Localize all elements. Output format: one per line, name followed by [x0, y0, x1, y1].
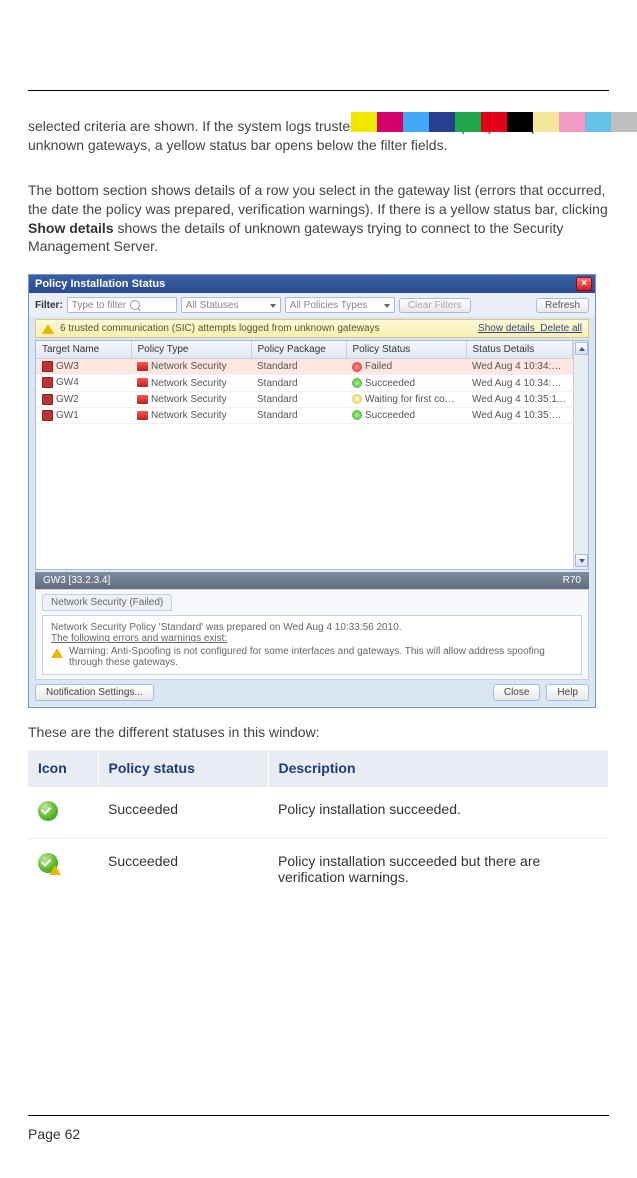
policytype-icon [137, 395, 148, 404]
footer-rule [28, 1115, 609, 1116]
color-swatch [377, 112, 403, 132]
gateway-icon [42, 377, 53, 388]
filter-bar: Filter: Type to filter All Statuses All … [29, 293, 595, 317]
page-number: Page 62 [28, 1126, 80, 1142]
show-details-link[interactable]: Show details [478, 323, 535, 334]
color-swatch [585, 112, 611, 132]
detail-warning-icon [51, 648, 63, 658]
table-row[interactable]: GW1Network SecurityStandardSucceededWed … [36, 407, 573, 423]
st-col-status: Policy status [98, 750, 268, 787]
color-swatch [507, 112, 533, 132]
succeeded-icon [38, 801, 58, 821]
status-icon [352, 394, 362, 404]
status-icon [352, 362, 362, 372]
succeeded-warn-icon [38, 853, 58, 873]
status-desc: Policy installation succeeded. [268, 787, 609, 839]
close-icon[interactable]: × [576, 277, 592, 291]
policytype-icon [137, 411, 148, 420]
sic-warning-bar: 6 trusted communication (SIC) attempts l… [35, 319, 589, 338]
filter-label: Filter: [35, 300, 63, 311]
clear-filters-button[interactable]: Clear Filters [399, 298, 471, 313]
sic-links: Show details Delete all [478, 323, 582, 334]
gateway-table: Target Name Policy Type Policy Package P… [35, 340, 589, 570]
status-table: Icon Policy status Description Succeeded… [28, 750, 609, 899]
st-col-icon: Icon [28, 750, 98, 787]
table-header-row: Target Name Policy Type Policy Package P… [36, 341, 573, 359]
delete-all-link[interactable]: Delete all [540, 323, 582, 334]
show-details-bold: Show details [28, 220, 114, 236]
detail-gw: GW3 [33.2.3.4] [43, 575, 110, 586]
detail-line1: Network Security Policy 'Standard' was p… [51, 622, 573, 633]
policytype-icon [137, 362, 148, 371]
color-swatch [533, 112, 559, 132]
status-table-body: SucceededPolicy installation succeeded.S… [28, 787, 609, 900]
dialog-titlebar: Policy Installation Status × [29, 275, 595, 293]
table-row[interactable]: GW3Network SecurityStandardFailedWed Aug… [36, 359, 573, 375]
color-swatch [403, 112, 429, 132]
detail-box: Network Security (Failed) Network Securi… [35, 589, 589, 680]
color-swatch [611, 112, 637, 132]
table-row[interactable]: GW2Network SecurityStandardWaiting for f… [36, 391, 573, 407]
detail-header: GW3 [33.2.3.4] R70 [35, 572, 589, 589]
scroll-down-icon[interactable] [575, 554, 588, 567]
color-swatch [559, 112, 585, 132]
filter-placeholder: Type to filter [72, 300, 126, 311]
gateway-icon [42, 361, 53, 372]
color-swatch [351, 112, 377, 132]
filter-input[interactable]: Type to filter [67, 297, 177, 313]
st-col-desc: Description [268, 750, 609, 787]
paragraph-2: The bottom section shows details of a ro… [28, 181, 609, 257]
search-icon [130, 300, 140, 310]
status-name: Succeeded [98, 839, 268, 900]
notification-settings-button[interactable]: Notification Settings... [35, 684, 154, 701]
top-rule [28, 90, 609, 91]
table-body: GW3Network SecurityStandardFailedWed Aug… [36, 359, 573, 424]
detail-line2: The following errors and warnings exist: [51, 633, 573, 644]
status-desc: Policy installation succeeded but there … [268, 839, 609, 900]
footer: Page 62 [28, 1115, 609, 1142]
col-status-details: Status Details [466, 341, 573, 359]
sic-warning-text: 6 trusted communication (SIC) attempts l… [60, 323, 380, 334]
policytype-icon [137, 378, 148, 387]
status-name: Succeeded [98, 787, 268, 839]
col-target: Target Name [36, 341, 131, 359]
paragraph-2-a: The bottom section shows details of a ro… [28, 182, 608, 217]
scrollbar[interactable] [573, 341, 588, 569]
color-strip [351, 112, 637, 132]
table-row[interactable]: GW4Network SecurityStandardSucceededWed … [36, 375, 573, 391]
policy-type-dropdown[interactable]: All Policies Types [285, 297, 395, 313]
refresh-button[interactable]: Refresh [536, 298, 589, 313]
scroll-up-icon[interactable] [575, 342, 588, 355]
button-bar: Notification Settings... Close Help [35, 684, 589, 701]
status-row: SucceededPolicy installation succeeded. [28, 787, 609, 839]
help-button[interactable]: Help [546, 684, 589, 701]
gateway-icon [42, 394, 53, 405]
color-swatch [481, 112, 507, 132]
policy-install-dialog: Policy Installation Status × Filter: Typ… [28, 274, 596, 708]
status-row: SucceededPolicy installation succeeded b… [28, 839, 609, 900]
detail-version: R70 [563, 575, 581, 586]
color-swatch [429, 112, 455, 132]
status-icon [352, 410, 362, 420]
status-icon [352, 378, 362, 388]
dialog-title: Policy Installation Status [35, 278, 165, 290]
close-button[interactable]: Close [493, 684, 541, 701]
col-policy-package: Policy Package [251, 341, 346, 359]
detail-tab[interactable]: Network Security (Failed) [42, 594, 172, 611]
col-policy-status: Policy Status [346, 341, 466, 359]
col-policy-type: Policy Type [131, 341, 251, 359]
color-swatch [455, 112, 481, 132]
status-dropdown[interactable]: All Statuses [181, 297, 281, 313]
caption: These are the different statuses in this… [28, 724, 609, 740]
detail-line3: Warning: Anti-Spoofing is not configured… [69, 646, 573, 668]
gateway-icon [42, 410, 53, 421]
detail-inner: Network Security Policy 'Standard' was p… [42, 615, 582, 675]
warning-icon [42, 324, 54, 334]
